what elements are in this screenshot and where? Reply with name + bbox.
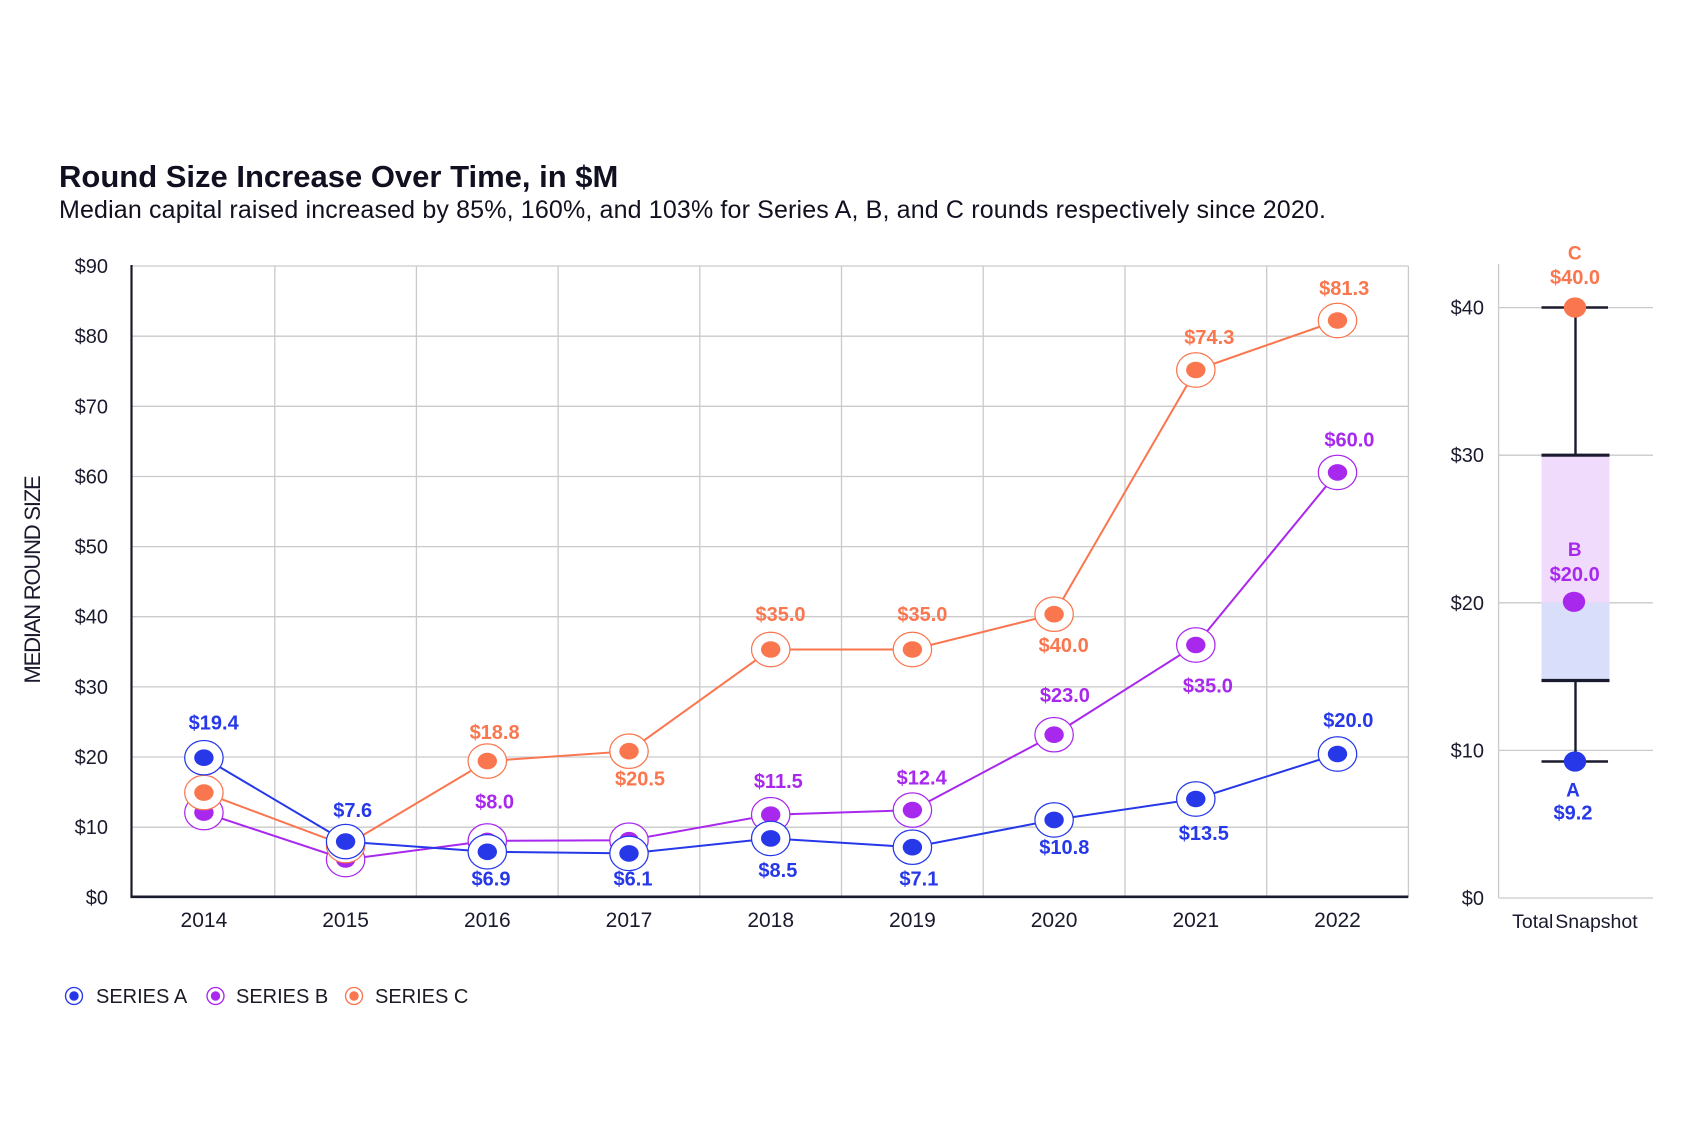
- svg-text:$23.0: $23.0: [1040, 685, 1090, 707]
- svg-text:$81.3: $81.3: [1319, 278, 1369, 300]
- svg-text:Total Snapshot: Total Snapshot: [1512, 911, 1638, 933]
- svg-text:$10: $10: [1451, 740, 1484, 762]
- svg-text:$74.3: $74.3: [1184, 327, 1234, 349]
- svg-text:$19.4: $19.4: [189, 713, 240, 735]
- svg-text:MEDIAN ROUND SIZE: MEDIAN ROUND SIZE: [20, 476, 45, 683]
- svg-text:$0: $0: [1462, 888, 1484, 910]
- svg-text:$35.0: $35.0: [1183, 676, 1233, 698]
- svg-text:2021: 2021: [1172, 909, 1219, 932]
- svg-text:2020: 2020: [1031, 909, 1078, 932]
- svg-text:$30: $30: [1451, 445, 1484, 467]
- svg-text:SERIES B: SERIES B: [236, 986, 328, 1008]
- svg-text:$10: $10: [75, 817, 108, 839]
- svg-text:$90: $90: [75, 256, 108, 278]
- svg-text:C: C: [1568, 244, 1582, 265]
- svg-text:$35.0: $35.0: [755, 604, 805, 626]
- svg-text:$20.5: $20.5: [615, 768, 665, 790]
- svg-text:$60.0: $60.0: [1324, 430, 1374, 452]
- svg-text:$11.5: $11.5: [754, 771, 803, 793]
- svg-text:$8.0: $8.0: [475, 791, 514, 813]
- svg-text:$20: $20: [1451, 593, 1484, 615]
- svg-text:$30: $30: [75, 677, 108, 699]
- svg-text:$8.5: $8.5: [758, 860, 797, 882]
- svg-text:$18.8: $18.8: [470, 722, 520, 744]
- svg-text:$0: $0: [86, 887, 108, 909]
- svg-text:$6.9: $6.9: [472, 868, 511, 890]
- svg-text:SERIES A: SERIES A: [96, 986, 188, 1008]
- svg-text:SERIES C: SERIES C: [375, 986, 468, 1008]
- svg-text:$40.0: $40.0: [1039, 635, 1089, 657]
- svg-text:$13.5: $13.5: [1179, 823, 1229, 845]
- svg-text:$60: $60: [75, 467, 108, 489]
- svg-text:2018: 2018: [747, 909, 794, 932]
- svg-text:$80: $80: [75, 326, 108, 348]
- svg-text:$6.1: $6.1: [614, 868, 653, 890]
- svg-text:$40.0: $40.0: [1550, 267, 1600, 289]
- svg-text:$40: $40: [75, 607, 108, 629]
- svg-text:$10.8: $10.8: [1039, 837, 1089, 859]
- svg-text:$20.0: $20.0: [1323, 710, 1373, 732]
- svg-text:$20: $20: [75, 747, 108, 769]
- svg-text:$20.0: $20.0: [1550, 564, 1600, 586]
- svg-text:$35.0: $35.0: [897, 604, 947, 626]
- svg-text:Round Size Increase Over Time,: Round Size Increase Over Time, in $M: [59, 159, 618, 194]
- svg-text:$50: $50: [75, 537, 108, 559]
- svg-text:A: A: [1566, 781, 1580, 802]
- svg-text:$40: $40: [1451, 298, 1484, 320]
- svg-text:$9.2: $9.2: [1554, 803, 1593, 825]
- svg-text:2014: 2014: [181, 909, 228, 932]
- svg-text:$7.6: $7.6: [333, 800, 372, 822]
- svg-text:$12.4: $12.4: [897, 768, 948, 790]
- svg-text:Median capital raised increase: Median capital raised increased by 85%, …: [59, 196, 1326, 224]
- svg-text:$70: $70: [75, 396, 108, 418]
- svg-text:$7.1: $7.1: [899, 868, 938, 890]
- svg-text:2022: 2022: [1314, 909, 1361, 932]
- svg-text:2015: 2015: [322, 909, 369, 932]
- svg-text:2019: 2019: [889, 909, 936, 932]
- svg-text:B: B: [1568, 540, 1582, 561]
- svg-text:2016: 2016: [464, 909, 511, 932]
- svg-text:2017: 2017: [606, 909, 653, 932]
